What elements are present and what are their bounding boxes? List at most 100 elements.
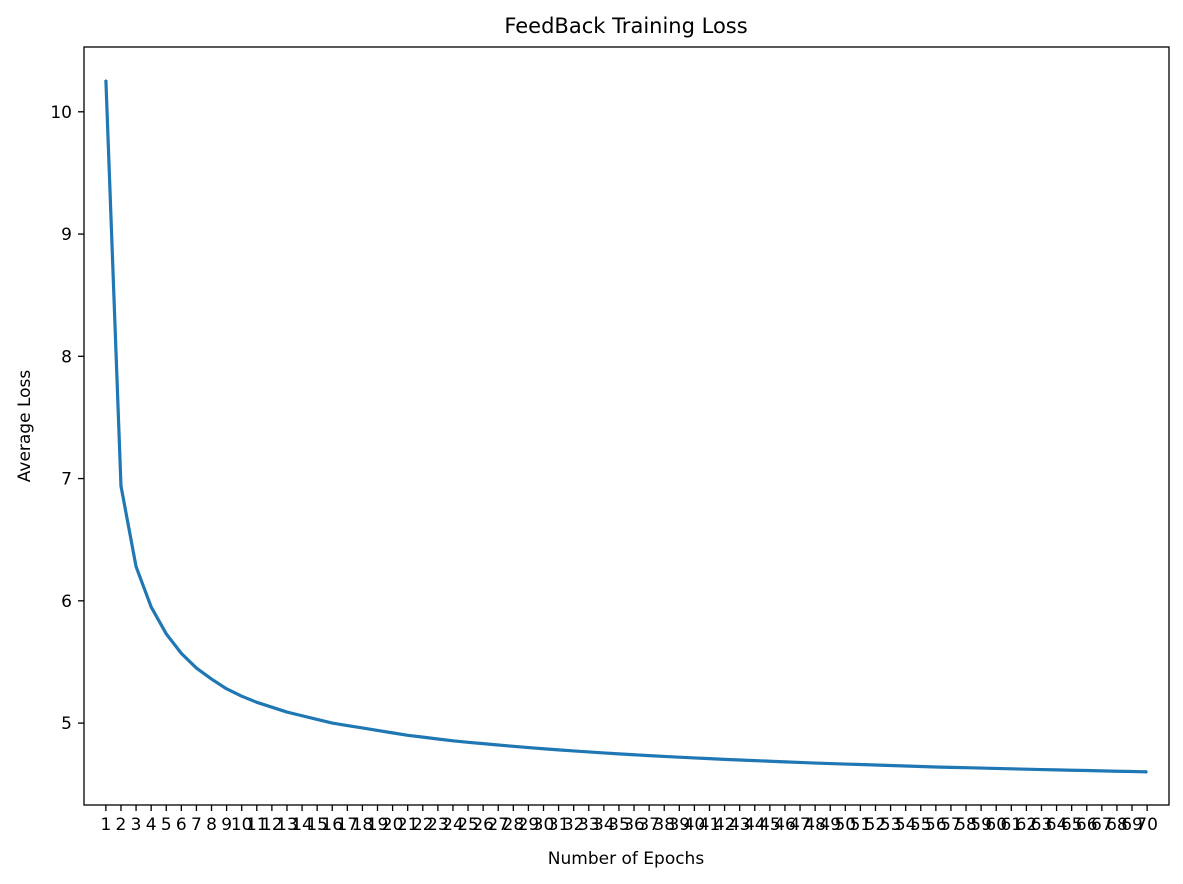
data-point — [557, 749, 560, 751]
x-tick-label: 49 — [819, 815, 841, 835]
data-point — [512, 745, 515, 748]
data-point — [135, 565, 137, 568]
data-point — [738, 759, 741, 761]
data-point — [271, 706, 273, 708]
x-tick-label: 67 — [1091, 815, 1113, 835]
data-point — [150, 606, 152, 608]
x-tick-label: 44 — [744, 815, 766, 835]
x-tick-label: 21 — [397, 815, 419, 835]
x-tick-label: 28 — [503, 815, 525, 835]
data-point — [1131, 770, 1133, 773]
data-point — [995, 767, 998, 770]
data-point — [346, 724, 349, 727]
x-tick-label: 4 — [146, 815, 157, 835]
data-point — [603, 752, 605, 754]
data-point — [693, 757, 696, 759]
x-axis-label: Number of Epochs — [548, 849, 705, 869]
data-point — [391, 732, 394, 734]
x-tick-label: 12 — [261, 815, 283, 835]
x-tick-label: 58 — [955, 815, 977, 835]
x-tick-label: 47 — [789, 815, 811, 835]
x-tick-label: 45 — [759, 815, 781, 835]
x-tick-label: 62 — [1016, 815, 1038, 835]
data-point — [587, 751, 590, 753]
data-point — [678, 756, 681, 758]
x-axis: 1 2 3 4 5 6 7 8 91011121314151617181920212223242… — [100, 805, 1158, 835]
x-tick-label: 8 — [206, 815, 217, 835]
data-point — [180, 652, 183, 655]
data-point — [1025, 768, 1028, 770]
x-tick-label: 42 — [714, 815, 736, 835]
series-layer — [104, 79, 1148, 774]
x-tick-label: 2 — [116, 815, 127, 835]
data-point — [1146, 771, 1148, 773]
x-tick-label: 26 — [472, 815, 494, 835]
y-axis: 5 6 7 8 9 10 — [50, 103, 84, 734]
data-point — [1116, 770, 1118, 773]
x-tick-label: 11 — [246, 815, 268, 835]
x-tick-label: 68 — [1106, 815, 1128, 835]
x-tick-label: 53 — [880, 815, 902, 835]
data-point — [105, 79, 107, 81]
x-tick-label: 14 — [291, 815, 313, 835]
x-tick-label: 54 — [895, 815, 917, 835]
data-point — [723, 758, 726, 761]
x-tick-label: 15 — [306, 815, 328, 835]
y-tick-label: 9 — [61, 225, 72, 245]
data-point — [331, 722, 334, 724]
data-point — [859, 763, 862, 766]
data-point — [829, 762, 832, 765]
x-tick-label: 60 — [985, 815, 1007, 835]
data-point — [784, 761, 786, 763]
data-point — [633, 753, 635, 756]
x-tick-label: 22 — [412, 815, 434, 835]
x-tick-label: 38 — [653, 815, 675, 835]
data-point — [316, 718, 318, 721]
y-tick-label: 8 — [61, 347, 72, 367]
y-tick-label: 10 — [50, 103, 72, 123]
data-point — [527, 746, 530, 749]
x-tick-label: 40 — [684, 815, 706, 835]
x-tick-label: 5 — [161, 815, 172, 835]
x-tick-label: 55 — [910, 815, 932, 835]
data-point — [708, 757, 711, 760]
data-point — [120, 485, 122, 487]
x-tick-label: 10 — [231, 815, 253, 835]
data-point — [904, 765, 907, 767]
x-tick-label: 65 — [1061, 815, 1083, 835]
loss-points — [105, 79, 1148, 773]
x-tick-label: 51 — [850, 815, 872, 835]
data-point — [572, 750, 575, 752]
x-tick-label: 69 — [1121, 815, 1143, 835]
data-point — [286, 711, 288, 713]
data-point — [1085, 769, 1088, 772]
data-point — [210, 678, 213, 680]
x-tick-label: 48 — [804, 815, 826, 835]
x-tick-label: 63 — [1031, 815, 1053, 835]
x-tick-label: 61 — [1000, 815, 1022, 835]
data-point — [965, 766, 967, 769]
x-tick-label: 31 — [548, 815, 570, 835]
x-tick-label: 13 — [276, 815, 298, 835]
data-point — [814, 762, 816, 764]
x-tick-label: 70 — [1136, 815, 1158, 835]
y-axis-label: Average Loss — [15, 370, 35, 483]
data-point — [980, 767, 982, 769]
x-tick-label: 32 — [563, 815, 585, 835]
x-tick-label: 17 — [337, 815, 359, 835]
data-point — [482, 742, 484, 745]
chart-title: FeedBack Training Loss — [504, 14, 747, 38]
data-point — [753, 759, 756, 762]
data-point — [361, 727, 364, 729]
x-tick-label: 35 — [608, 815, 630, 835]
data-point — [437, 738, 439, 740]
data-point — [301, 714, 303, 717]
y-tick-label: 7 — [61, 470, 72, 490]
data-point — [497, 744, 500, 746]
data-point — [950, 766, 952, 769]
x-tick-label: 6 — [176, 815, 187, 835]
x-tick-label: 52 — [865, 815, 887, 835]
data-point — [195, 667, 198, 669]
x-tick-label: 36 — [623, 815, 645, 835]
